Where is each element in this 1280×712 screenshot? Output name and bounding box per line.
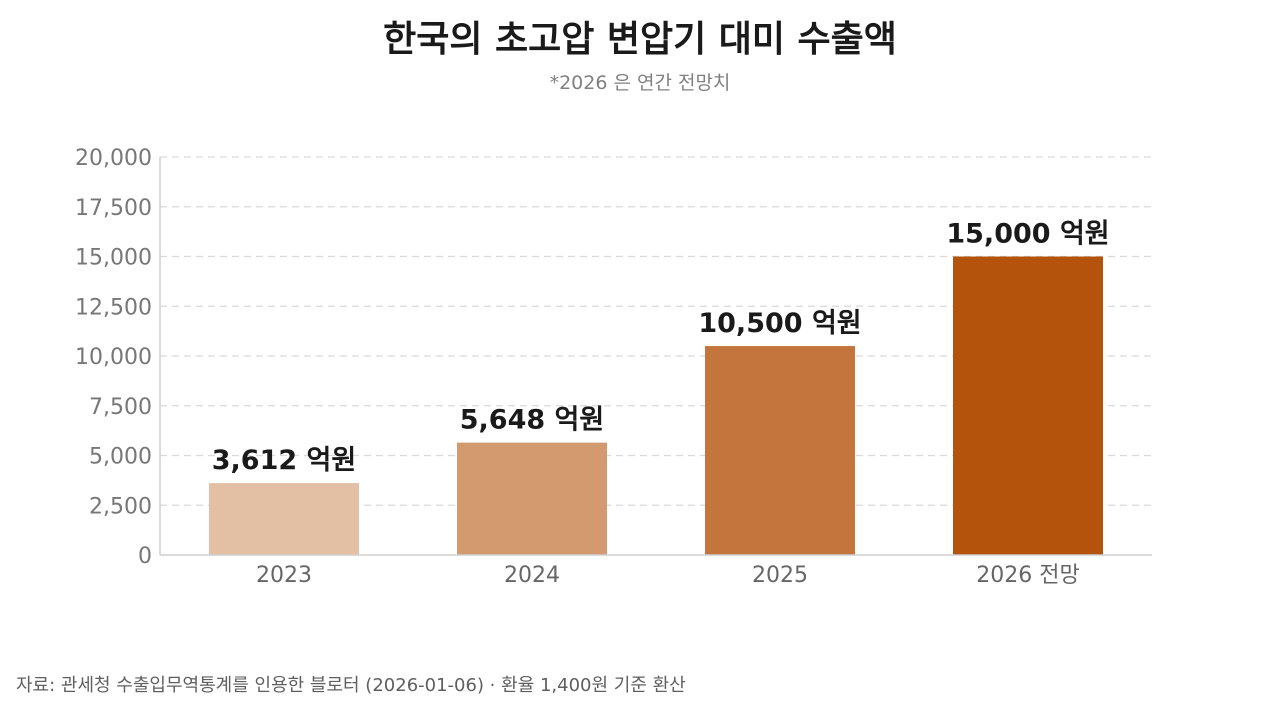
bar xyxy=(953,256,1103,555)
data-label: 3,612 억원 xyxy=(212,445,356,476)
bar xyxy=(457,442,607,555)
x-axis: 2023 2024 2025 2026 전망 xyxy=(160,554,1152,588)
x-tick-label: 2024 xyxy=(504,563,560,588)
data-label: 10,500 억원 xyxy=(698,308,861,339)
x-tick-label: 2025 xyxy=(752,563,808,588)
y-tick-label: 12,500 xyxy=(75,295,152,320)
y-tick-label: 2,500 xyxy=(89,494,152,519)
y-axis: 0 2,500 5,000 7,500 10,000 12,500 15,000 17,500… xyxy=(75,146,161,569)
source-note: 자료: 관세청 수출입무역통계를 인용한 블로터 (2026-01-06) · … xyxy=(16,675,686,696)
data-label: 15,000 억원 xyxy=(946,219,1109,250)
y-tick-label: 10,000 xyxy=(75,345,152,370)
bar xyxy=(705,346,855,555)
y-tick-label: 7,500 xyxy=(89,395,152,420)
chart-subtitle: *2026 은 연간 전망치 xyxy=(549,72,731,94)
x-tick-label: 2023 xyxy=(256,563,312,588)
y-tick-label: 0 xyxy=(138,544,152,569)
y-tick-label: 15,000 xyxy=(75,246,152,271)
x-tick-label: 2026 전망 xyxy=(976,563,1079,588)
y-tick-label: 5,000 xyxy=(89,445,152,470)
bar xyxy=(209,483,359,555)
data-label: 5,648 억원 xyxy=(460,405,604,436)
grid-lines xyxy=(160,156,1152,506)
chart-title: 한국의 초고압 변압기 대미 수출액 xyxy=(383,19,897,60)
bars: 3,612 억원 5,648 억원 10,500 억원 15,000 억원 xyxy=(209,219,1110,555)
y-tick-label: 20,000 xyxy=(75,146,152,171)
y-tick-label: 17,500 xyxy=(75,196,152,221)
